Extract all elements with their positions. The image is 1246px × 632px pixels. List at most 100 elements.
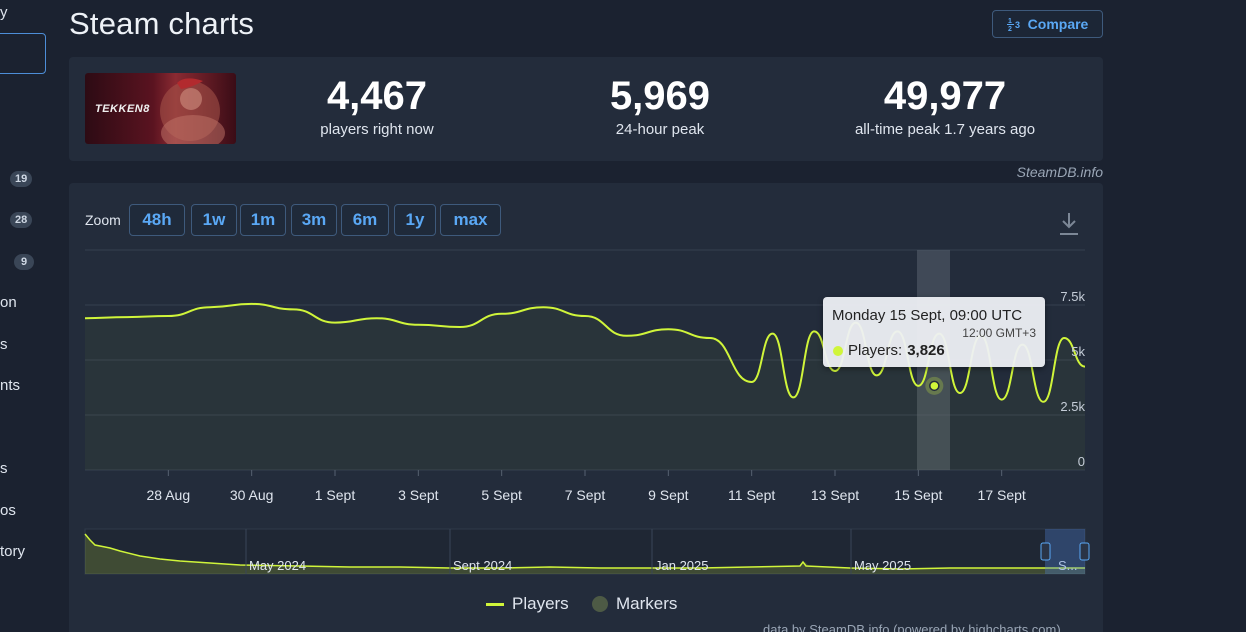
y-tick-label: 7.5k [1060,289,1085,304]
game-art [160,78,225,144]
current-players-label: players right now [320,121,434,138]
data-point [416,323,420,327]
data-point [916,384,920,388]
legend-markers-label: Markers [616,594,678,613]
marker-swatch-icon [592,596,608,612]
data-point [1062,336,1066,340]
data-point [1083,365,1087,369]
legend-markers[interactable]: Markers [592,594,677,614]
data-point [375,316,379,320]
y-tick-label: 0 [1078,454,1085,469]
data-point [1000,398,1004,402]
peak-24h-label: 24-hour peak [615,121,705,138]
sidebar-count-badge: 19 [10,171,33,187]
navigator-area [85,534,1085,574]
navigator-selection[interactable] [1045,529,1085,574]
highlight-point[interactable] [929,380,940,392]
sidebar-item-label[interactable]: nts [0,377,21,394]
x-tick-label: 17 Sept [978,487,1026,503]
navigator[interactable]: May 2024 Sept 2024 Jan 2025 May 2025 S... [84,528,1090,575]
data-point [208,305,212,309]
data-point [750,380,754,384]
sidebar-item-label[interactable]: tory [0,543,26,560]
sidebar-count-badge: 28 [10,212,33,228]
data-point [666,327,670,331]
alltime-peak-value: 49,977 [883,74,1007,118]
sidebar-item-label[interactable]: y [0,4,8,21]
sidebar-count-badge: 9 [14,254,34,270]
compare-label: Compare [1027,16,1089,32]
data-point [833,369,837,373]
x-tick-label: 11 Sept [728,487,775,503]
data-point [791,395,795,399]
navigator-line [84,533,1085,570]
x-tick-label: 9 Sept [648,487,689,503]
data-point [250,302,254,306]
tooltip-row: Players: 3,826 [833,342,945,359]
page-title: Steam charts [69,6,255,41]
x-tick-label: 7 Sept [565,487,606,503]
svg-text:2: 2 [1008,26,1012,32]
y-tick-label: 2.5k [1060,399,1085,414]
peak-24h-value: 5,969 [609,74,711,118]
data-point [83,316,87,320]
x-tick-label: 13 Sept [811,487,859,503]
tooltip-value: 3,826 [907,342,945,359]
zoom-label: Zoom [85,212,121,228]
stats-panel: TEKKEN8 4,467 players right now 5,969 24… [69,57,1103,161]
navigator-tick-label: Jan 2025 [655,558,709,573]
data-point [458,325,462,329]
data-point [708,336,712,340]
navigator-tick-label: May 2025 [854,558,911,573]
download-icon[interactable] [1058,211,1080,237]
fraction-icon: 1 2 3 [1006,18,1020,32]
compare-button[interactable]: 1 2 3 Compare [992,10,1103,38]
sidebar-item-label[interactable]: s [0,460,8,477]
footer-credit[interactable]: data by SteamDB.info (powered by highcha… [763,622,1061,632]
data-point [1041,400,1045,404]
data-point [583,314,587,318]
y-tick-label: 5k [1071,344,1085,359]
steamdb-credit[interactable]: SteamDB.info [1016,164,1103,180]
svg-text:3: 3 [1015,20,1020,30]
zoom-max-button[interactable]: max [440,204,501,236]
game-cover-image[interactable]: TEKKEN8 [85,73,236,144]
zoom-1w-button[interactable]: 1w [191,204,237,236]
zoom-1y-button[interactable]: 1y [394,204,436,236]
navigator-handle-left[interactable] [1040,542,1051,561]
zoom-48h-button[interactable]: 48h [129,204,185,236]
navigator-tick-label: May 2024 [249,558,306,573]
x-tick-label: 3 Sept [398,487,439,503]
navigator-handle-right[interactable] [1079,542,1090,561]
sidebar-search-input[interactable] [0,33,46,74]
data-point [333,321,337,325]
zoom-3m-button[interactable]: 3m [291,204,337,236]
alltime-peak-label: all-time peak 1.7 years ago [854,121,1036,138]
navigator-tick-label: S... [1058,558,1078,573]
data-point [625,334,629,338]
chart-tooltip: Monday 15 Sept, 09:00 UTC 12:00 GMT+3 Pl… [823,297,1045,367]
zoom-6m-button[interactable]: 6m [341,204,389,236]
sidebar: y 19 28 9 on s nts s os tory [0,0,46,632]
stat-24h-peak: 5,969 24-hour peak [530,73,790,138]
x-tick-label: 5 Sept [481,487,522,503]
zoom-1m-button[interactable]: 1m [240,204,286,236]
sidebar-item-label[interactable]: os [0,502,16,519]
game-logo-text: TEKKEN8 [95,103,150,115]
data-point [166,314,170,318]
tooltip-series-label: Players: [848,342,903,359]
sidebar-item-label[interactable]: s [0,336,8,353]
legend-players-label: Players [512,594,569,613]
x-tick-label: 1 Sept [315,487,356,503]
x-tick-label: 28 Aug [147,487,191,503]
tooltip-subtitle: 12:00 GMT+3 [962,326,1036,340]
data-point [125,315,129,319]
data-point [500,312,504,316]
sidebar-item-label[interactable]: on [0,294,17,311]
current-players-value: 4,467 [326,74,428,118]
data-point [812,329,816,333]
legend-players[interactable]: Players [486,594,569,614]
data-point [291,307,295,311]
players-dot-icon [833,345,843,356]
